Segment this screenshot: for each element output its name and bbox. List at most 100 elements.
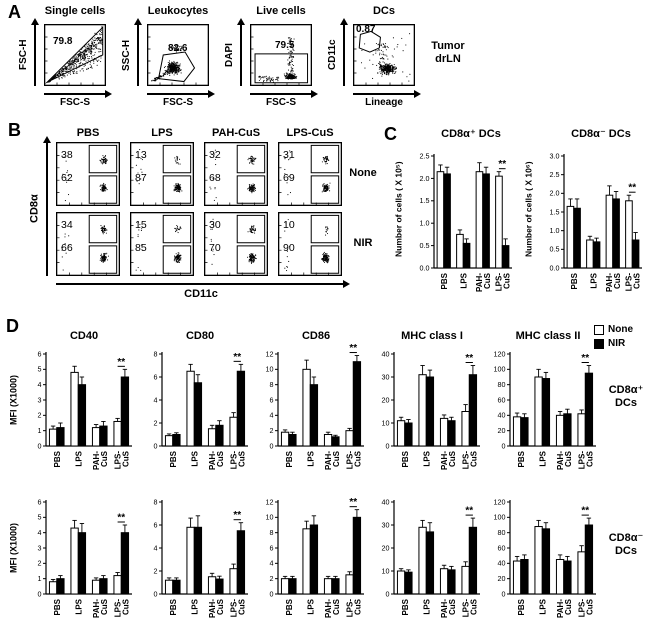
svg-text:PAH-: PAH-: [324, 451, 333, 470]
svg-text:40: 40: [498, 411, 506, 420]
svg-text:PAH-: PAH-: [605, 273, 614, 292]
svg-text:0: 0: [38, 441, 42, 450]
y-axis-arrow: [237, 18, 244, 86]
svg-text:LPS-: LPS-: [113, 599, 122, 618]
svg-text:LPS: LPS: [589, 272, 598, 288]
svg-text:LPS-: LPS-: [229, 599, 238, 618]
svg-text:LPS-: LPS-: [461, 451, 470, 470]
x-axis-arrow: [147, 90, 215, 97]
y-axis-label: SSC-H: [121, 39, 132, 71]
svg-text:CuS: CuS: [483, 272, 492, 289]
svg-text:PBS: PBS: [440, 272, 449, 289]
d-row2-y-axis-label: MFI (X1000): [8, 523, 19, 574]
svg-text:PAH-: PAH-: [92, 451, 101, 470]
svg-text:CuS: CuS: [613, 272, 622, 289]
svg-text:**: **: [117, 513, 125, 524]
legend-label-nir: NIR: [608, 338, 626, 349]
gate-percentage-top: 34: [61, 219, 73, 231]
svg-text:8: 8: [270, 528, 274, 537]
y-axis-arrow: [31, 18, 38, 86]
svg-text:4: 4: [154, 543, 158, 552]
svg-text:CuS: CuS: [585, 450, 594, 467]
svg-text:**: **: [233, 510, 241, 521]
svg-text:LPS: LPS: [538, 450, 547, 466]
b-y-axis-arrow: [43, 136, 50, 276]
legend: None NIR: [594, 324, 633, 349]
b-y-axis-label: CD8α: [28, 194, 41, 224]
svg-text:PBS: PBS: [53, 598, 62, 615]
bar-chart-cd40-cd8neg: 0 1 2 3 4 5 6 ** PBS LPS PAH- CuS LPS- CuS: [22, 492, 138, 642]
gate-percentage-top: 32: [209, 149, 221, 161]
svg-text:LPS: LPS: [74, 598, 83, 614]
svg-text:30: 30: [382, 372, 390, 381]
svg-text:20: 20: [498, 574, 506, 583]
svg-text:60: 60: [498, 395, 506, 404]
svg-text:10: 10: [382, 566, 390, 575]
svg-text:CuS: CuS: [502, 272, 511, 289]
svg-text:PBS: PBS: [517, 450, 526, 467]
chart-title-cd8neg-count: CD8α⁻ DCs: [571, 128, 631, 140]
flow-plot-cd8a-vs-cd11c: [278, 142, 342, 206]
svg-text:10: 10: [266, 513, 274, 522]
legend-item-none: None: [594, 324, 633, 335]
panel-d-label: D: [6, 316, 19, 336]
svg-text:2: 2: [38, 559, 42, 568]
svg-text:LPS-: LPS-: [494, 273, 503, 292]
svg-text:5: 5: [38, 513, 42, 522]
legend-label-none: None: [608, 324, 633, 335]
svg-text:LPS-: LPS-: [461, 599, 470, 618]
svg-text:120: 120: [494, 349, 506, 358]
svg-text:**: **: [581, 353, 589, 364]
svg-text:LPS-: LPS-: [229, 451, 238, 470]
gate-percentage-bottom: 66: [61, 242, 73, 254]
svg-text:0: 0: [386, 441, 390, 450]
panel-b-label: B: [8, 120, 21, 140]
y-axis-label: DAPI: [224, 43, 235, 67]
svg-text:CuS: CuS: [353, 450, 362, 467]
svg-text:100: 100: [494, 365, 506, 374]
gate-percentage: 79.5: [275, 40, 295, 51]
gate-percentage-bottom: 85: [135, 242, 147, 254]
flow-plot-cd8a-vs-cd11c: [130, 212, 194, 276]
bar-chart-cd86-cd8pos: 0 2 4 6 8 10 12 ** PBS LPS PAH- CuS LPS- CuS: [254, 343, 370, 495]
svg-text:0.5: 0.5: [420, 241, 430, 250]
b-x-axis-arrow: [56, 280, 350, 287]
svg-text:PAH-: PAH-: [208, 599, 217, 618]
bar-chart-svg: 0.00.51.01.52.02.53.0**PBS LPS PAH- CuS LPS-…: [550, 151, 642, 292]
gate-percentage-top: 38: [61, 149, 73, 161]
svg-text:LPS: LPS: [306, 598, 315, 614]
gate-percentage-bottom: 68: [209, 172, 221, 184]
legend-item-nir: NIR: [594, 338, 633, 349]
svg-text:PAH-: PAH-: [475, 273, 484, 292]
gate-percentage: 82.6: [168, 43, 188, 54]
flow-cytometry-plot-cluster: [147, 24, 209, 86]
gate-percentage-top: 10: [283, 219, 295, 231]
bar-chart-cd80-cd8neg: 0 2 4 6 8 ** PBS LPS PAH- CuS LPS- CuS: [138, 492, 254, 642]
panel-c-label: C: [384, 124, 397, 144]
y-axis-arrow: [134, 18, 141, 86]
b-row-label-nir: NIR: [353, 237, 373, 249]
flow-plot-cd8a-vs-cd11c: [278, 212, 342, 276]
svg-text:120: 120: [494, 497, 506, 506]
svg-text:**: **: [349, 497, 357, 508]
svg-text:CuS: CuS: [100, 450, 109, 467]
svg-text:8: 8: [154, 497, 158, 506]
svg-text:4: 4: [270, 411, 274, 420]
svg-text:0: 0: [38, 589, 42, 598]
svg-text:2: 2: [154, 566, 158, 575]
svg-text:1: 1: [38, 574, 42, 583]
y-axis-label: FSC-H: [18, 39, 29, 71]
svg-text:PBS: PBS: [517, 598, 526, 615]
svg-text:6: 6: [38, 349, 42, 358]
svg-text:CuS: CuS: [469, 450, 478, 467]
svg-text:LPS-: LPS-: [577, 599, 586, 618]
flow-plot-cd8a-vs-cd11c: [56, 212, 120, 276]
svg-text:2.5: 2.5: [420, 151, 430, 160]
svg-text:PBS: PBS: [401, 598, 410, 615]
svg-text:**: **: [233, 352, 241, 363]
svg-text:40: 40: [382, 497, 390, 506]
svg-text:PBS: PBS: [401, 450, 410, 467]
